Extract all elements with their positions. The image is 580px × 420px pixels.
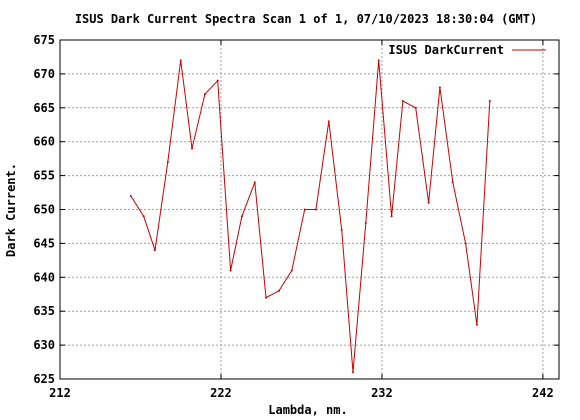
legend: ISUS DarkCurrent xyxy=(388,43,546,57)
x-tick-label: 232 xyxy=(371,386,393,400)
y-axis-label: Dark Current. xyxy=(4,163,18,257)
data-point xyxy=(229,269,232,272)
y-tick-label: 630 xyxy=(33,338,55,352)
y-tick-label: 640 xyxy=(33,270,55,284)
y-tick-label: 625 xyxy=(33,372,55,386)
data-point xyxy=(253,181,256,184)
y-tick-label: 665 xyxy=(33,101,55,115)
x-tick-label: 212 xyxy=(49,386,71,400)
y-tick-label: 650 xyxy=(33,203,55,217)
data-point xyxy=(314,208,317,211)
y-tick-label: 675 xyxy=(33,33,55,47)
grid xyxy=(60,40,559,379)
data-point xyxy=(464,242,467,245)
data-point xyxy=(488,100,491,103)
data-point xyxy=(190,147,193,150)
x-tick-label: 242 xyxy=(532,386,554,400)
data-point xyxy=(377,59,380,62)
data-point xyxy=(129,194,132,197)
data-point xyxy=(216,79,219,82)
data-point xyxy=(340,228,343,231)
series-line xyxy=(130,60,491,373)
data-point xyxy=(290,269,293,272)
data-point xyxy=(438,86,441,89)
data-point xyxy=(475,323,478,326)
data-point xyxy=(203,93,206,96)
data-point xyxy=(153,249,156,252)
series-layer xyxy=(129,59,491,374)
y-tick-label: 660 xyxy=(33,135,55,149)
data-point xyxy=(166,161,169,164)
y-tick-label: 670 xyxy=(33,67,55,81)
data-point xyxy=(351,371,354,374)
data-point xyxy=(401,100,404,103)
data-point xyxy=(414,106,417,109)
data-point xyxy=(303,208,306,211)
legend-label: ISUS DarkCurrent xyxy=(388,43,504,57)
chart-title: ISUS Dark Current Spectra Scan 1 of 1, 0… xyxy=(75,12,537,26)
data-point xyxy=(390,215,393,218)
data-point xyxy=(142,215,145,218)
data-point xyxy=(327,120,330,123)
data-point xyxy=(277,289,280,292)
data-point xyxy=(179,59,182,62)
data-point xyxy=(427,201,430,204)
y-tick-label: 635 xyxy=(33,304,55,318)
axis-ticks: 625 630 635 640 645 650 655 660 665 670 675 212 222 2… xyxy=(33,33,559,400)
data-point xyxy=(265,296,268,299)
x-tick-label: 222 xyxy=(210,386,232,400)
y-tick-label: 655 xyxy=(33,169,55,183)
x-axis-label: Lambda, nm. xyxy=(268,403,347,417)
data-point xyxy=(451,181,454,184)
data-point xyxy=(364,222,367,225)
data-point xyxy=(240,215,243,218)
y-tick-label: 645 xyxy=(33,236,55,250)
